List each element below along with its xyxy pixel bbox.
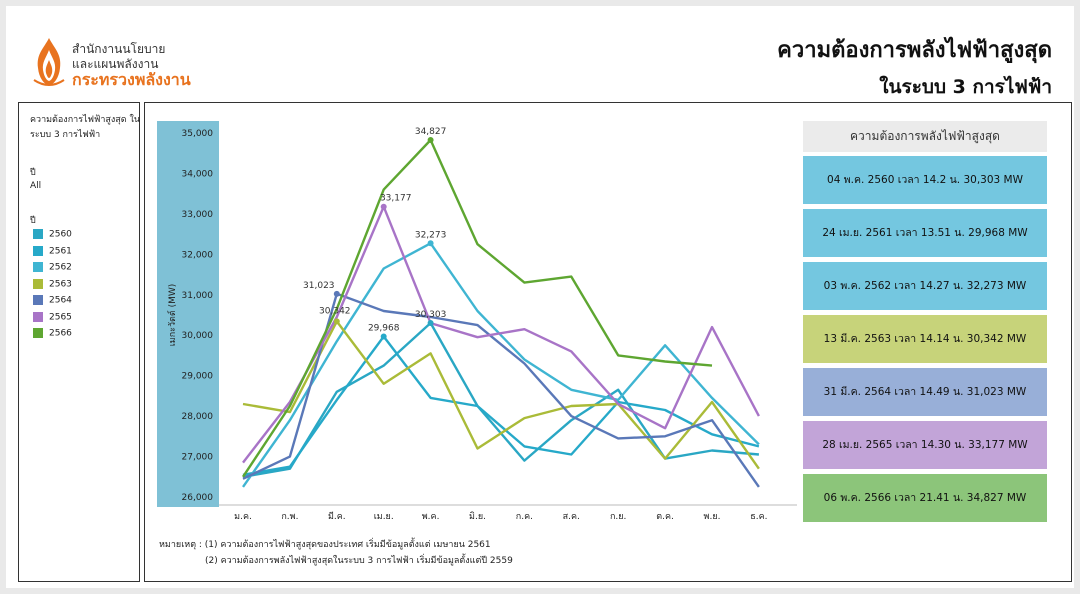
data-label-2561: 29,968 <box>368 324 400 334</box>
peak-card: 03 พ.ค. 2562 เวลา 14.27 น. 32,273 MW <box>803 262 1047 310</box>
sidebar-title: ความต้องการไฟฟ้าสูงสุด ในระบบ 3 การไฟฟ้า <box>30 115 140 140</box>
x-tick-label: ก.พ. <box>281 512 298 522</box>
x-tick-label: ส.ค. <box>563 512 580 522</box>
peak-marker-2560 <box>427 319 434 326</box>
legend-item-2562[interactable]: 2562 <box>33 262 72 274</box>
data-label-2562: 32,273 <box>415 230 447 240</box>
y-tick-label: 33,000 <box>182 210 214 220</box>
x-tick-label: ม.ค. <box>234 512 252 522</box>
ministry-name: กระทรวงพลังงาน <box>72 70 191 89</box>
y-tick-label: 34,000 <box>182 169 214 179</box>
peak-card: 24 เม.ย. 2561 เวลา 13.51 น. 29,968 MW <box>803 209 1047 257</box>
legend-swatch <box>33 328 43 338</box>
peak-card: 31 มี.ค. 2564 เวลา 14.49 น. 31,023 MW <box>803 368 1047 416</box>
chart-container: เมกะวัตต์ (MW) 26,000 27,000 28,000 29,000 30… <box>144 102 1072 582</box>
legend-label: 2563 <box>49 279 72 289</box>
legend-title: ปี <box>30 216 36 226</box>
data-label-2563: 30,342 <box>319 306 351 316</box>
note-line1: หมายเหตุ : (1) ความต้องการไฟฟ้าสูงสุดของ… <box>159 540 491 550</box>
y-tick-label: 29,000 <box>182 372 214 382</box>
line-chart: เมกะวัตต์ (MW) 26,000 27,000 28,000 29,000 30… <box>157 121 797 522</box>
legend-label: 2565 <box>49 312 72 322</box>
legend-label: 2566 <box>49 328 72 339</box>
year-filter-label: ปี <box>30 168 36 178</box>
legend-swatch <box>33 295 43 305</box>
y-tick-label: 27,000 <box>182 453 214 463</box>
x-tick-label: ก.ค. <box>516 512 533 522</box>
org-name-line1: สำนักงานนโยบาย <box>72 42 166 56</box>
legend-swatch <box>33 229 43 239</box>
x-tick-label: ก.ย. <box>610 512 626 522</box>
data-label-2565: 33,177 <box>380 194 412 204</box>
legend-label: 2564 <box>49 295 72 306</box>
x-tick-label: พ.ย. <box>704 512 721 522</box>
legend-label: 2562 <box>49 262 72 273</box>
x-tick-label: ธ.ค. <box>750 512 767 522</box>
legend-label: 2561 <box>49 246 72 256</box>
legend-item-2563[interactable]: 2563 <box>33 278 72 291</box>
series-line-2565 <box>242 205 760 464</box>
year-filter-value[interactable]: All <box>30 181 42 191</box>
peak-card: 28 เม.ย. 2565 เวลา 14.30 น. 33,177 MW <box>803 421 1047 469</box>
series-line-2566 <box>241 138 713 478</box>
y-tick-label: 32,000 <box>182 250 214 260</box>
org-name-line2: และแผนพลังงาน <box>72 57 159 71</box>
y-axis-band <box>157 121 219 507</box>
peak-marker-2563 <box>333 318 340 325</box>
y-tick-label: 28,000 <box>182 412 214 422</box>
x-tick-label: มิ.ย. <box>469 511 486 522</box>
dashboard-page: สำนักงานนโยบาย และแผนพลังงาน กระทรวงพลัง… <box>6 6 1074 588</box>
y-tick-label: 35,000 <box>182 129 214 139</box>
filter-sidebar: ความต้องการไฟฟ้าสูงสุด ในระบบ 3 การไฟฟ้า… <box>18 102 140 582</box>
peak-card: 13 มี.ค. 2563 เวลา 14.14 น. 30,342 MW <box>803 315 1047 363</box>
peak-marker-2564 <box>333 290 340 297</box>
peak-marker-2565 <box>380 203 387 210</box>
x-tick-label: พ.ค. <box>422 512 440 522</box>
peak-marker-2562 <box>427 240 434 247</box>
flame-logo-icon <box>33 38 65 86</box>
org-logo: สำนักงานนโยบาย และแผนพลังงาน กระทรวงพลัง… <box>32 36 262 96</box>
legend-swatch <box>33 245 43 256</box>
legend-swatch <box>33 278 43 289</box>
data-label-2564: 31,023 <box>303 281 335 291</box>
page-subtitle: ในระบบ 3 การไฟฟ้า <box>879 76 1052 98</box>
series-line-2563 <box>242 320 760 470</box>
x-tick-label: เม.ย. <box>374 512 394 522</box>
peak-marker-2561 <box>380 333 387 340</box>
y-axis-label: เมกะวัตต์ (MW) <box>166 284 178 347</box>
legend-item-2565[interactable]: 2565 <box>33 311 72 324</box>
x-tick-label: มี.ค. <box>328 511 346 522</box>
page-title: ความต้องการพลังไฟฟ้าสูงสุด <box>777 38 1052 63</box>
y-tick-label: 30,000 <box>182 331 214 341</box>
peak-marker-2566 <box>427 136 434 143</box>
legend-item-2566[interactable]: 2566 <box>33 328 72 340</box>
peak-card: 04 พ.ค. 2560 เวลา 14.2 น. 30,303 MW <box>803 156 1047 204</box>
series-line-2561 <box>242 335 760 476</box>
note-line2: (2) ความต้องการพลังไฟฟ้าสูงสุดในระบบ 3 ก… <box>205 556 513 566</box>
legend-item-2564[interactable]: 2564 <box>33 295 72 307</box>
data-label-2560: 30,303 <box>415 310 447 320</box>
peak-card: 06 พ.ค. 2566 เวลา 21.41 น. 34,827 MW <box>803 474 1047 522</box>
legend-item-2561[interactable]: 2561 <box>33 245 72 258</box>
legend-label: 2560 <box>49 229 72 240</box>
x-tick-label: ต.ค. <box>656 512 674 522</box>
panel-header: ความต้องการพลังไฟฟ้าสูงสุด <box>803 121 1047 152</box>
legend-item-2560[interactable]: 2560 <box>33 229 72 241</box>
y-tick-label: 26,000 <box>182 493 214 503</box>
data-label-2566: 34,827 <box>415 127 447 137</box>
y-tick-label: 31,000 <box>182 291 214 301</box>
series-line-2564 <box>242 292 760 488</box>
series-line-2562 <box>242 242 760 488</box>
legend-swatch <box>33 311 43 322</box>
legend-swatch <box>33 262 43 272</box>
